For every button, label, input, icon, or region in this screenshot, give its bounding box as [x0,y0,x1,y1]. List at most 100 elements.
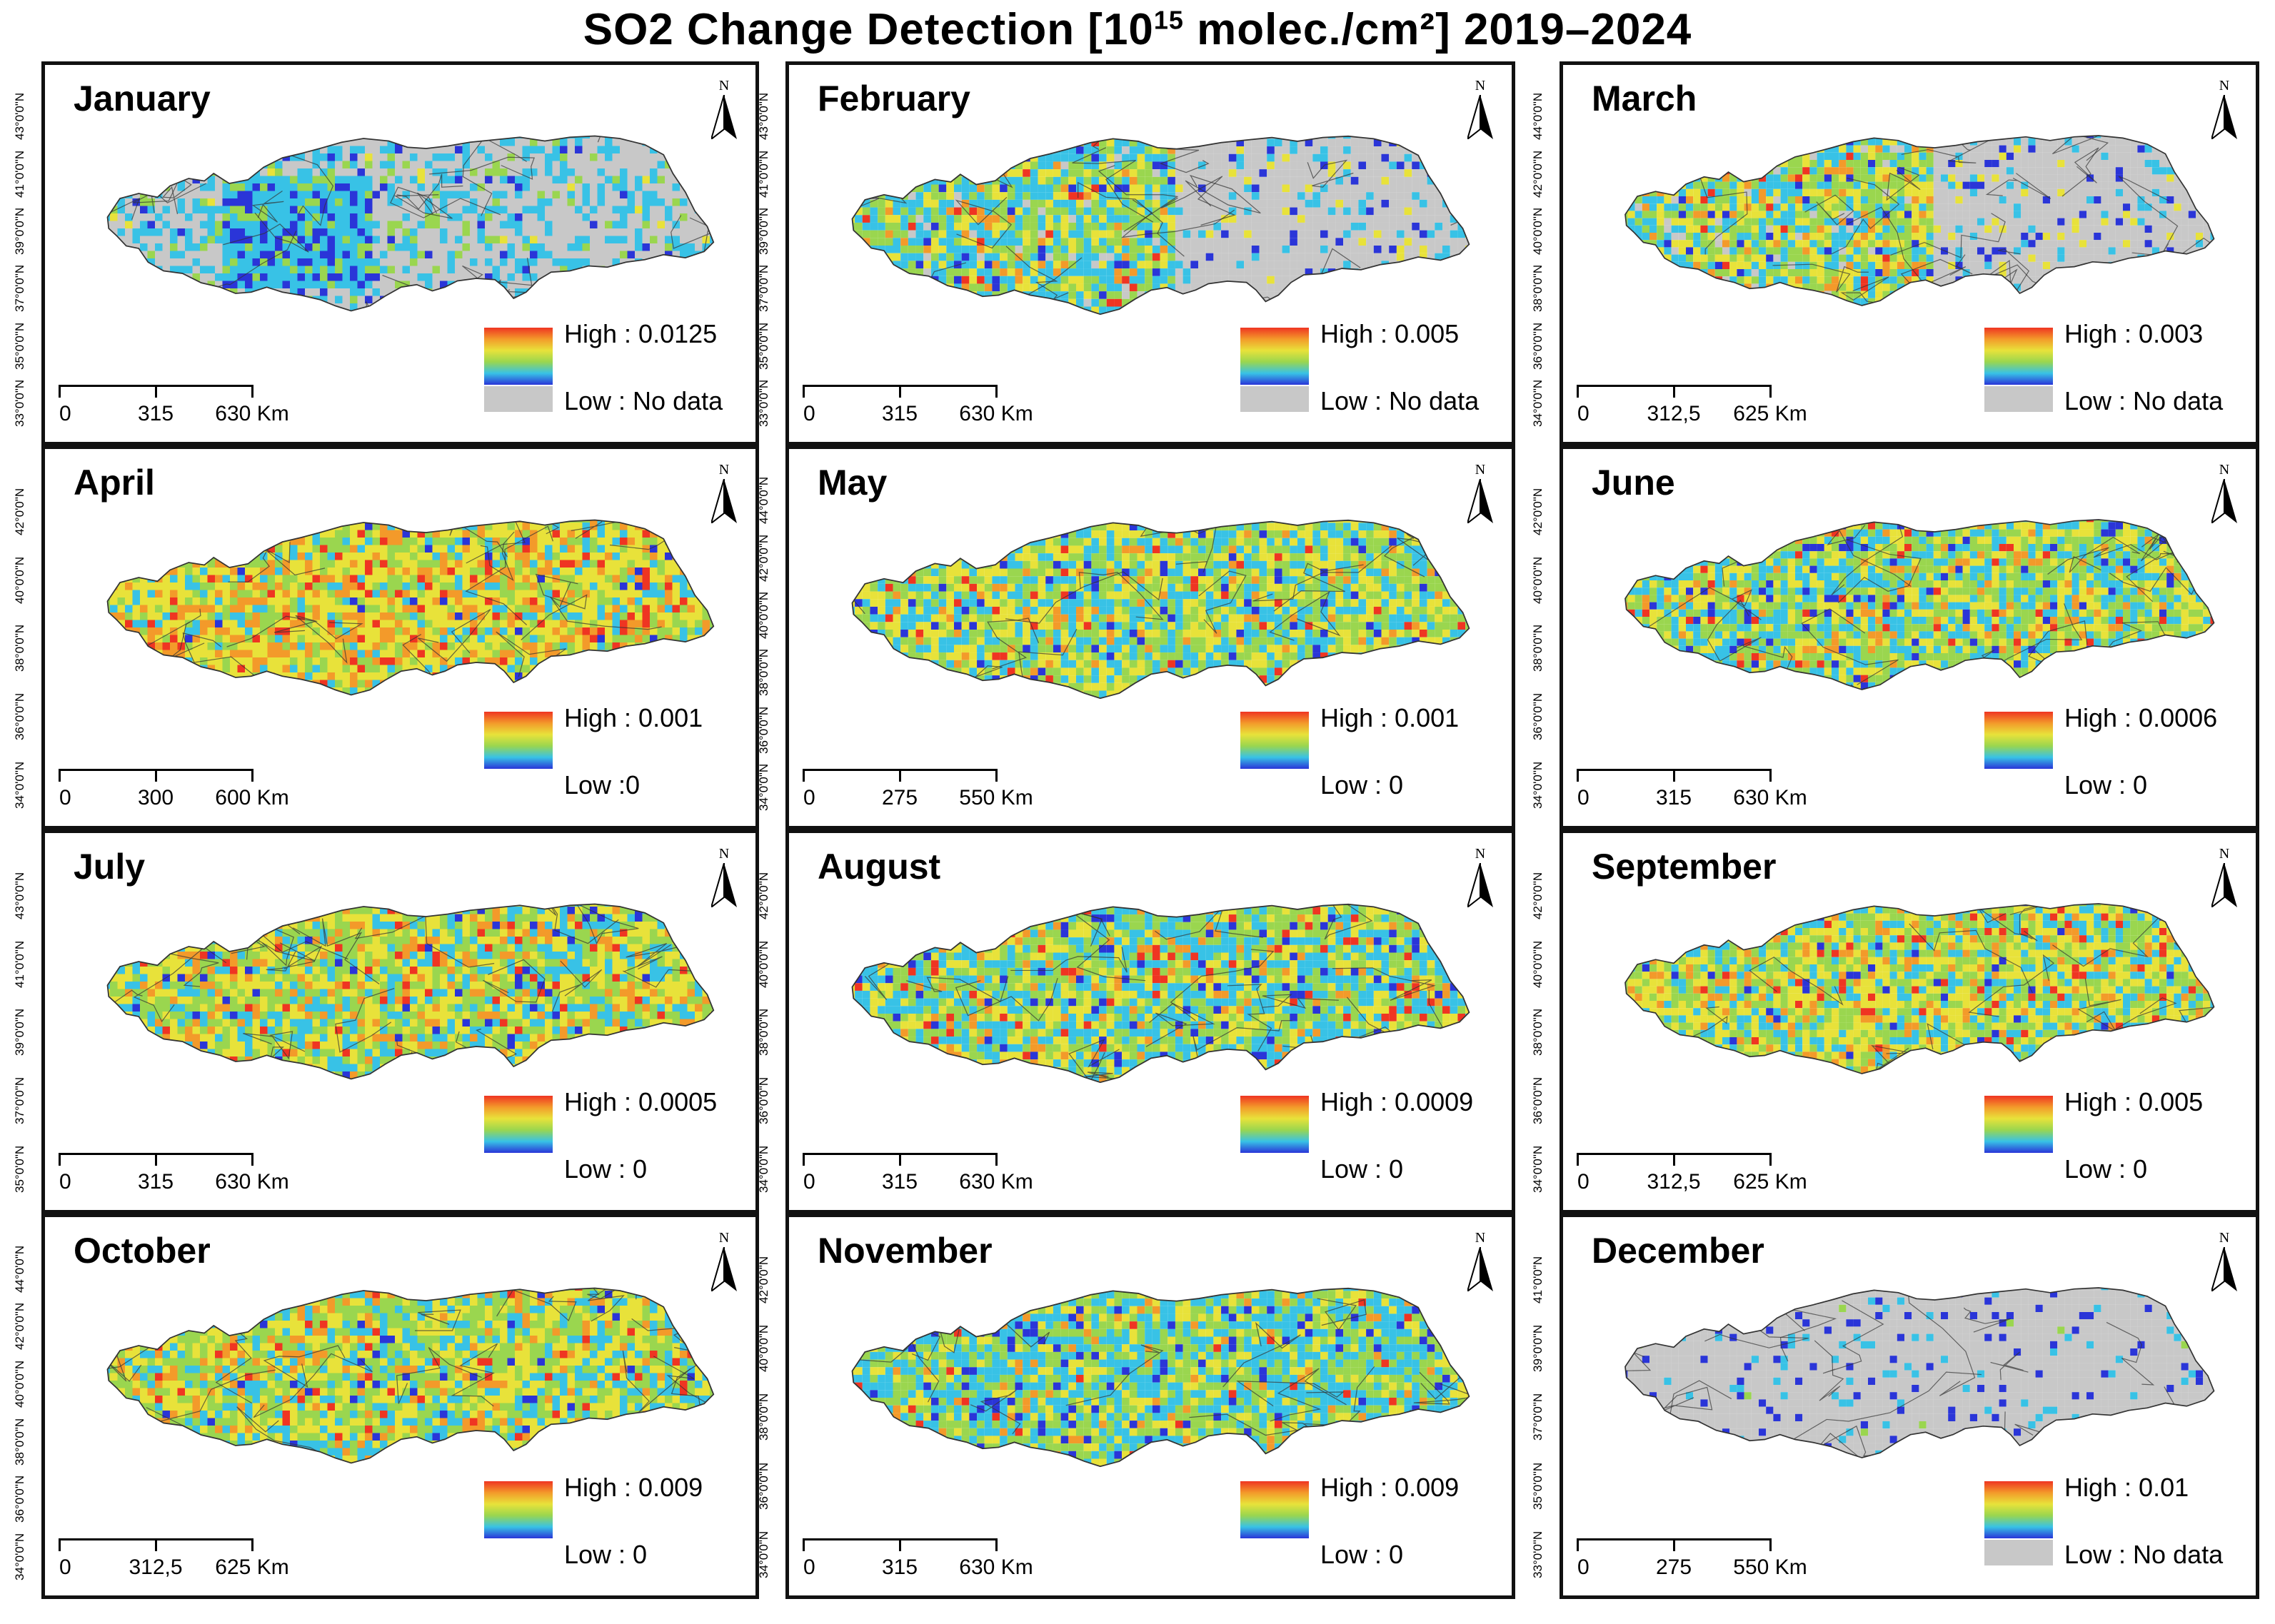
so2-change-map [1624,903,2215,1074]
latitude-tick-label: 40°0'0"N [757,592,771,639]
latitude-tick-label: 36°0'0"N [757,1077,771,1124]
latitude-tick-label: 36°0'0"N [13,693,27,740]
latitude-tick-label: 40°0'0"N [1531,208,1545,255]
latitude-tick-label: 40°0'0"N [13,556,27,603]
legend-color-ramp [484,1096,553,1153]
scale-tick [155,1153,157,1166]
legend-nodata-swatch [1240,386,1309,412]
latitude-axis: 43°0'0"N 41°0'0"N 39°0'0"N 37°0'0"N 35°0'0"N… [13,61,37,445]
latitude-tick-label: 42°0'0"N [1531,488,1545,535]
scale-tick [899,385,901,398]
latitude-tick-label: 36°0'0"N [757,1462,771,1509]
scale-label: 0 [803,786,815,810]
scale-tick [1769,769,1772,782]
scale-tick [803,1153,805,1166]
legend-color-ramp [1240,1481,1309,1538]
so2-change-map [106,135,715,312]
map-panel-april: April N High : 0.001 Low :0 0 300 600 Km [41,445,759,829]
figure-title: SO2 Change Detection [1015 molec./cm²] 2… [0,4,2275,55]
scale-label: 630 Km [1733,786,1807,810]
scale-label: 312,5 [1647,1170,1700,1194]
scale-label: 312,5 [1647,402,1700,426]
north-arrow-icon: N [708,846,740,910]
north-arrow-icon: N [708,462,740,526]
latitude-tick-label: 33°0'0"N [1531,1531,1545,1578]
month-title: August [818,846,940,887]
latitude-tick-label: 37°0'0"N [13,265,27,312]
scale-label: 630 Km [959,1170,1033,1194]
latitude-tick-label: 35°0'0"N [13,1146,27,1193]
scale-label: 550 Km [1733,1555,1807,1580]
scale-tick [251,769,253,782]
latitude-tick-label: 40°0'0"N [757,1325,771,1372]
legend-nodata-swatch [484,386,553,412]
scale-tick [251,1538,253,1551]
latitude-tick-label: 38°0'0"N [1531,625,1545,672]
scale-label: 0 [803,1555,815,1580]
legend-high-label: High : 0.0005 [564,1087,717,1117]
north-arrow-icon: N [1465,462,1496,526]
scale-tick [1769,1153,1772,1166]
latitude-tick-label: 42°0'0"N [1531,150,1545,197]
latitude-tick-label: 44°0'0"N [13,1245,27,1292]
scale-label: 0 [1577,1170,1590,1194]
legend-low-label: Low : No data [564,386,723,416]
so2-change-map [851,135,1470,316]
scale-tick [995,1538,998,1551]
legend-high-label: High : 0.005 [2064,1087,2203,1117]
north-arrow-icon: N [708,1230,740,1294]
so2-change-map [106,1287,715,1464]
latitude-tick-label: 43°0'0"N [757,93,771,140]
legend-low-label: Low : No data [2064,386,2223,416]
legend-low-label: Low : 0 [1320,1540,1403,1570]
scale-tick [1577,769,1579,782]
legend-high-label: High : 0.0006 [2064,703,2217,733]
scale-tick [59,385,61,398]
latitude-axis: 43°0'0"N 41°0'0"N 39°0'0"N 37°0'0"N 35°0'0"N… [757,61,781,445]
scale-label: 315 [882,402,918,426]
scale-label: 0 [59,1170,71,1194]
scale-label: 0 [59,786,71,810]
so2-change-map [106,903,715,1080]
legend-low-label: Low :0 [564,770,640,800]
scale-label: 275 [1656,1555,1692,1580]
map-panel-july: July N High : 0.0005 Low : 0 0 315 630 Km [41,829,759,1214]
scale-label: 315 [882,1555,918,1580]
month-title: April [74,462,155,503]
legend-nodata-swatch [1984,386,2053,412]
latitude-tick-label: 41°0'0"N [13,940,27,987]
scale-label: 312,5 [129,1555,182,1580]
north-arrow-icon: N [2209,1230,2240,1294]
legend-low-label: Low : 0 [564,1540,647,1570]
north-label: N [1465,78,1496,94]
scale-tick [1673,385,1675,398]
scale-tick [803,385,805,398]
month-title: November [818,1230,993,1271]
scale-label: 600 Km [215,786,288,810]
legend-low-label: Low : No data [2064,1540,2223,1570]
latitude-tick-label: 38°0'0"N [1531,1009,1545,1056]
scale-tick [995,385,998,398]
scale-label: 0 [803,402,815,426]
latitude-tick-label: 41°0'0"N [13,150,27,197]
month-title: June [1592,462,1675,503]
latitude-axis: 42°0'0"N 40°0'0"N 38°0'0"N 36°0'0"N 34°0'0"N [757,1214,781,1599]
latitude-tick-label: 34°0'0"N [1531,1146,1545,1193]
month-title: September [1592,846,1776,887]
latitude-tick-label: 33°0'0"N [757,380,771,427]
map-panel-october: October N High : 0.009 Low : 0 0 312,5 625 Km [41,1214,759,1599]
legend-nodata-swatch [1984,1540,2053,1565]
latitude-tick-label: 39°0'0"N [1531,1325,1545,1372]
legend-color-ramp [1240,328,1309,385]
map-panel-february: February N High : 0.005 Low : No data 0 315 63… [785,61,1515,445]
scale-tick [1673,1538,1675,1551]
scale-label: 315 [138,402,174,426]
so2-change-map [1624,1287,2215,1458]
scale-tick [155,1538,157,1551]
legend-color-ramp [1984,328,2053,385]
latitude-tick-label: 42°0'0"N [13,1303,27,1350]
latitude-tick-label: 34°0'0"N [1531,762,1545,809]
map-panel-september: September N High : 0.005 Low : 0 0 312,5 625 K… [1560,829,2259,1214]
latitude-tick-label: 40°0'0"N [757,940,771,987]
latitude-tick-label: 44°0'0"N [757,477,771,524]
